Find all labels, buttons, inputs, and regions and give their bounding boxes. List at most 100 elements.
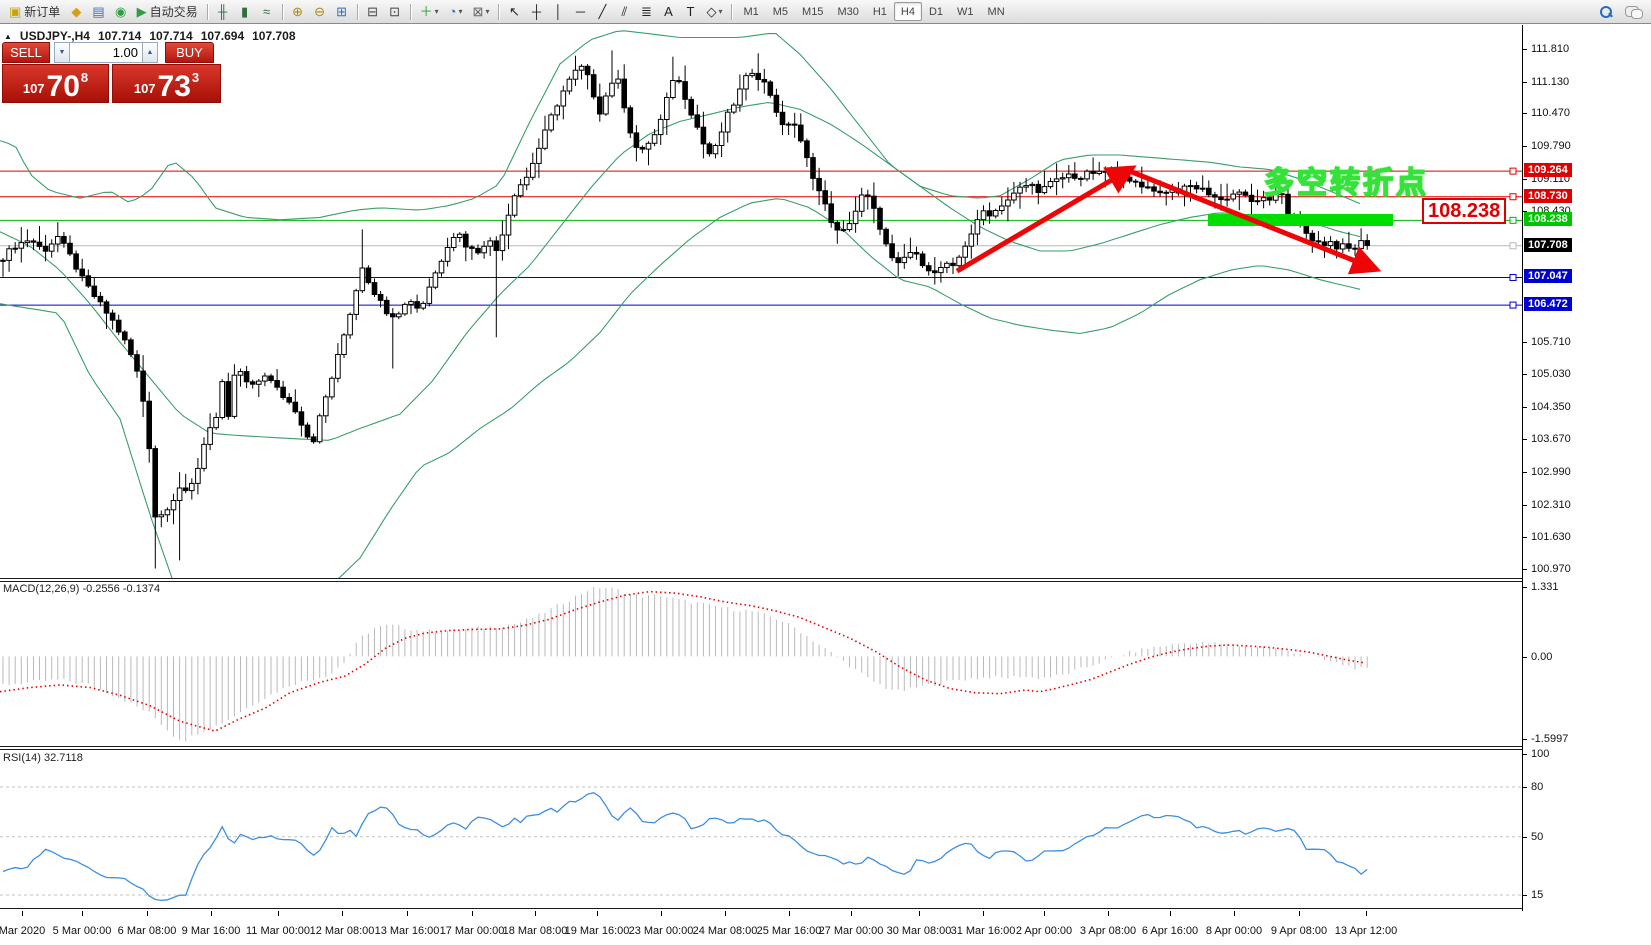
indicator-window-icon[interactable]: ⊟	[363, 2, 383, 22]
period-button[interactable]: ◔ ▾	[448, 4, 463, 19]
pane-separator[interactable]	[0, 578, 1651, 582]
buy-price-point: 3	[191, 70, 200, 85]
vertical-line-tool-icon: │	[554, 4, 563, 19]
timeframe-m30[interactable]: M30	[837, 5, 859, 18]
symbol-expand-icon[interactable]: ▲	[4, 31, 12, 41]
time-label: 23 Mar 00:00	[628, 925, 694, 937]
main-chart-canvas[interactable]	[0, 25, 1522, 578]
vertical-line-tool[interactable]: │	[548, 2, 568, 22]
strategy-tester-icon[interactable]: ◉	[111, 2, 131, 22]
bar-chart-icon[interactable]: ╫	[213, 2, 233, 22]
terminal-icon[interactable]: ▤	[88, 2, 108, 22]
zoom-out-icon[interactable]: ⊖	[310, 2, 330, 22]
time-label: 12 Mar 08:00	[309, 925, 375, 937]
indicator-window-alt-icon[interactable]: ⊡	[385, 2, 405, 22]
toolbar-separator	[356, 3, 358, 20]
timeframe-m1[interactable]: M1	[743, 5, 759, 18]
timeframe-d1[interactable]: D1	[928, 5, 944, 18]
volume-decrease-button[interactable]: ▼	[54, 42, 70, 63]
down-arrow[interactable]	[1127, 168, 1382, 275]
candlestick-chart-icon-icon: ▮	[241, 4, 249, 19]
chat-icon[interactable]	[1625, 5, 1643, 19]
axis-tick	[1523, 407, 1527, 408]
time-tick	[725, 911, 726, 916]
time-label: 27 Mar 00:00	[818, 925, 884, 937]
new-order-button[interactable]: ▣ 新订单	[9, 4, 61, 19]
pane-separator[interactable]	[0, 746, 1651, 750]
buy-price-button[interactable]: 107 73 3	[112, 64, 221, 103]
zoom-in-icon[interactable]: ⊕	[288, 2, 308, 22]
rsi-pane-canvas[interactable]	[0, 750, 1522, 908]
horizontal-line-tool[interactable]: ─	[570, 2, 590, 22]
fibonacci-tool[interactable]: ≣	[636, 2, 656, 22]
time-tick	[789, 911, 790, 916]
timeframe-m15[interactable]: M15	[802, 5, 824, 18]
market-icon[interactable]: ◆	[66, 2, 86, 22]
time-tick	[22, 911, 23, 916]
new-chart-button[interactable]: ＋ ▾	[419, 4, 439, 19]
time-label: 13 Apr 12:00	[1334, 925, 1398, 937]
trendline-tool[interactable]: ╱	[592, 2, 612, 22]
axis-tick	[1523, 472, 1527, 473]
time-tick	[661, 911, 662, 916]
time-tick	[1170, 911, 1171, 916]
buy-price-figure: 107	[133, 81, 156, 96]
time-label: 13 Mar 16:00	[374, 925, 440, 937]
shapes-tool[interactable]: ◇ ▾	[706, 4, 723, 19]
toolbar-separator	[206, 3, 208, 20]
sell-price-pips: 70	[46, 69, 80, 103]
macd-histogram	[2, 586, 1368, 742]
axis-tick	[1523, 211, 1527, 212]
candlestick-chart-icon[interactable]: ▮	[235, 2, 255, 22]
timeframe-m5[interactable]: M5	[772, 5, 789, 18]
search-icon[interactable]	[1599, 5, 1613, 19]
rsi-line	[2, 792, 1368, 902]
cursor-tool[interactable]: ↖	[504, 2, 524, 22]
fibonacci-tool-icon: ≣	[641, 4, 652, 19]
up-arrow[interactable]	[955, 165, 1137, 274]
time-label: 25 Mar 16:00	[756, 925, 822, 937]
time-tick	[1234, 911, 1235, 916]
macd-pane-canvas[interactable]	[0, 582, 1522, 746]
toolbar-separator	[281, 3, 283, 20]
terminal-icon-icon: ▤	[92, 4, 105, 19]
timeframe-h4[interactable]: H4	[893, 2, 922, 21]
timeframe-h1[interactable]: H1	[872, 5, 887, 18]
indicator-window-icon-icon: ⊟	[367, 4, 379, 19]
chart-shift-icon-icon: ⊠	[472, 4, 484, 19]
sell-button[interactable]: SELL	[2, 42, 50, 63]
channel-tool[interactable]: ⫽	[614, 2, 634, 22]
tile-windows-icon[interactable]: ⊞	[332, 2, 352, 22]
time-label: 6 Apr 16:00	[1141, 925, 1199, 937]
turning-point-annotation[interactable]: 多空转折点	[1263, 166, 1429, 201]
volume-input[interactable]	[70, 42, 142, 63]
time-label: 2 Apr 00:00	[1015, 925, 1073, 937]
price-axis[interactable]: 111.810 111.130 110.470 109.790 109.110 …	[1522, 25, 1651, 945]
axis-tick	[1523, 537, 1527, 538]
time-label: 9 Apr 08:00	[1270, 925, 1328, 937]
autotrading-button[interactable]: ▶ 自动交易	[136, 4, 198, 19]
timeframe-w1[interactable]: W1	[957, 5, 974, 18]
price-level-box[interactable]: 108.238	[1422, 198, 1507, 224]
time-tick	[147, 911, 148, 916]
text-tool[interactable]: A	[658, 2, 678, 22]
price-label-106.472: 106.472	[1524, 297, 1572, 311]
sell-price-button[interactable]: 107 70 8	[2, 64, 110, 103]
time-axis[interactable]: Mar 2020 5 Mar 00:00 6 Mar 08:00 9 Mar 1…	[0, 911, 1651, 945]
candlesticks	[0, 50, 1371, 569]
timeframe-mn[interactable]: MN	[987, 5, 1005, 18]
rsi-axis-label: 50	[1531, 831, 1544, 843]
line-chart-icon[interactable]: ≈	[257, 2, 277, 22]
volume-increase-button[interactable]: ▲	[142, 42, 158, 63]
chart-area[interactable]: ▲ USDJPY-,H4 107.714 107.714 107.694 107…	[0, 25, 1651, 945]
buy-button[interactable]: BUY	[165, 42, 214, 63]
chart-shift-icon[interactable]: ⊠ ▾	[472, 4, 490, 19]
new-order-button-icon: ▣	[9, 4, 22, 19]
crosshair-tool[interactable]: ┼	[526, 2, 546, 22]
one-click-trading-panel: SELL ▼ ▲ BUY 107 70 8 107 73 3	[2, 42, 221, 103]
rsi-label: RSI(14) 32.7118	[3, 752, 83, 764]
label-tool[interactable]: T	[680, 2, 700, 22]
trendline-tool-icon: ╱	[598, 4, 607, 19]
macd-axis-label: 1.331	[1531, 581, 1559, 593]
axis-tick	[1523, 179, 1527, 180]
